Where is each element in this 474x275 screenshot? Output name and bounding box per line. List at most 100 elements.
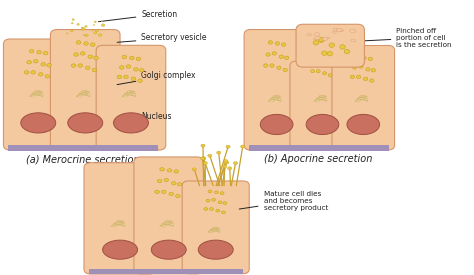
Ellipse shape — [45, 75, 50, 78]
Ellipse shape — [74, 53, 78, 56]
Ellipse shape — [350, 75, 355, 79]
Ellipse shape — [307, 34, 311, 36]
Ellipse shape — [204, 208, 208, 210]
Ellipse shape — [201, 157, 206, 160]
Ellipse shape — [91, 43, 95, 46]
FancyBboxPatch shape — [296, 24, 365, 67]
Ellipse shape — [71, 64, 76, 67]
Ellipse shape — [66, 33, 68, 34]
Ellipse shape — [344, 49, 350, 54]
Ellipse shape — [29, 50, 34, 53]
Ellipse shape — [151, 240, 186, 259]
Ellipse shape — [313, 40, 319, 45]
Ellipse shape — [278, 98, 281, 100]
FancyBboxPatch shape — [182, 181, 249, 274]
Ellipse shape — [210, 231, 213, 233]
Ellipse shape — [81, 52, 85, 55]
Ellipse shape — [119, 66, 124, 69]
Ellipse shape — [218, 230, 220, 231]
Ellipse shape — [34, 59, 38, 63]
Ellipse shape — [139, 68, 144, 72]
Ellipse shape — [79, 95, 82, 97]
Bar — [9, 145, 158, 151]
Ellipse shape — [138, 79, 142, 82]
Text: Mature cell dies
and becomes
secretory product: Mature cell dies and becomes secretory p… — [239, 191, 328, 211]
Ellipse shape — [329, 62, 334, 66]
Ellipse shape — [241, 145, 245, 148]
Ellipse shape — [321, 49, 325, 52]
Ellipse shape — [85, 26, 87, 27]
Ellipse shape — [370, 79, 374, 82]
FancyBboxPatch shape — [244, 29, 309, 150]
FancyBboxPatch shape — [84, 163, 156, 274]
Ellipse shape — [136, 57, 141, 61]
Text: Nucleus: Nucleus — [117, 112, 172, 122]
Ellipse shape — [353, 66, 357, 69]
Ellipse shape — [201, 144, 205, 147]
Ellipse shape — [72, 19, 74, 20]
Ellipse shape — [101, 24, 105, 27]
Ellipse shape — [129, 56, 134, 60]
Ellipse shape — [133, 94, 136, 95]
Ellipse shape — [225, 161, 229, 164]
Ellipse shape — [88, 55, 92, 59]
Text: Golgi complex: Golgi complex — [117, 71, 196, 85]
Ellipse shape — [313, 38, 317, 40]
Ellipse shape — [85, 34, 88, 37]
Ellipse shape — [321, 51, 327, 55]
Ellipse shape — [83, 34, 85, 35]
Ellipse shape — [277, 66, 281, 70]
Ellipse shape — [272, 52, 276, 55]
Ellipse shape — [220, 192, 224, 194]
Ellipse shape — [336, 28, 342, 32]
Ellipse shape — [322, 37, 328, 40]
Ellipse shape — [359, 65, 363, 68]
Text: Pinched off
portion of cell
is the secretion: Pinched off portion of cell is the secre… — [364, 28, 452, 48]
Bar — [89, 269, 243, 274]
Ellipse shape — [92, 29, 94, 31]
FancyBboxPatch shape — [332, 45, 394, 150]
Ellipse shape — [126, 65, 131, 68]
Ellipse shape — [273, 95, 276, 97]
Ellipse shape — [41, 62, 46, 66]
Ellipse shape — [275, 42, 280, 45]
Ellipse shape — [94, 32, 97, 34]
Ellipse shape — [198, 240, 233, 259]
Ellipse shape — [40, 94, 43, 95]
Ellipse shape — [203, 162, 207, 165]
FancyBboxPatch shape — [3, 39, 73, 150]
Ellipse shape — [315, 48, 319, 51]
Ellipse shape — [315, 36, 320, 40]
FancyBboxPatch shape — [50, 29, 120, 150]
Ellipse shape — [311, 70, 315, 73]
Ellipse shape — [327, 51, 333, 56]
Ellipse shape — [356, 75, 361, 79]
Ellipse shape — [117, 221, 119, 222]
Text: (b) Apocrine secretion: (b) Apocrine secretion — [264, 154, 373, 164]
Ellipse shape — [155, 190, 159, 193]
Ellipse shape — [208, 190, 212, 193]
Ellipse shape — [216, 209, 220, 212]
FancyBboxPatch shape — [134, 157, 203, 274]
Text: (a) Merocrine secretion: (a) Merocrine secretion — [27, 154, 140, 164]
Ellipse shape — [113, 225, 117, 227]
Ellipse shape — [325, 61, 328, 65]
Ellipse shape — [366, 68, 370, 71]
Ellipse shape — [102, 240, 137, 259]
Ellipse shape — [78, 64, 82, 67]
Text: Secretory vesicle: Secretory vesicle — [117, 33, 207, 42]
Ellipse shape — [223, 202, 227, 205]
Ellipse shape — [47, 64, 51, 67]
Bar — [249, 145, 389, 151]
Ellipse shape — [365, 98, 368, 100]
Ellipse shape — [94, 21, 96, 23]
Ellipse shape — [223, 165, 227, 168]
Ellipse shape — [282, 43, 286, 46]
Ellipse shape — [113, 113, 148, 133]
Ellipse shape — [340, 45, 345, 49]
Ellipse shape — [38, 73, 43, 76]
Text: Secretion: Secretion — [99, 10, 177, 22]
Ellipse shape — [31, 71, 36, 74]
Ellipse shape — [96, 30, 99, 32]
Ellipse shape — [228, 167, 232, 170]
